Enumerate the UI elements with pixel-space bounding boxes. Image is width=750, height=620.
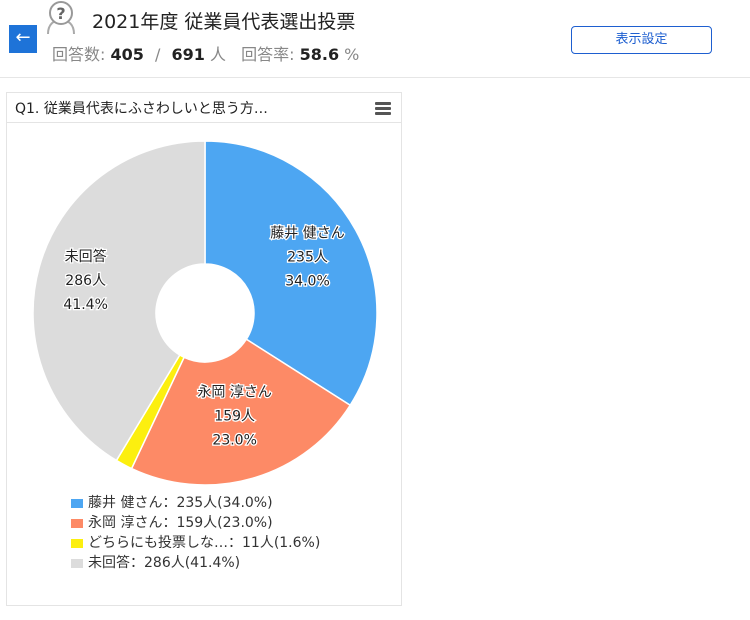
total-count: 691 <box>171 45 205 64</box>
question-title: Q1. 従業員代表にふさわしいと思う方… <box>15 101 268 117</box>
rate-label: 回答率: <box>241 45 295 64</box>
responses-label: 回答数: <box>52 45 106 64</box>
back-button[interactable]: ← <box>9 25 37 53</box>
total-unit: 人 <box>209 45 226 64</box>
legend-item[interactable]: どちらにも投票しな…：11人(1.6%) <box>71 533 320 553</box>
question-card: Q1. 従業員代表にふさわしいと思う方… 藤井 健さん 235人 34.0% 永岡 淳… <box>6 92 402 606</box>
legend-label: 藤井 健さん：235人(34.0%) <box>88 495 273 511</box>
response-rate: 58.6 <box>299 45 340 64</box>
svg-text:?: ? <box>56 4 65 23</box>
legend-label: どちらにも投票しな…：11人(1.6%) <box>88 535 321 551</box>
slice-data-label: 41.4% <box>63 297 107 313</box>
slice-data-label: 34.0% <box>285 274 329 290</box>
pie-chart: 藤井 健さん 235人 34.0% 永岡 淳さん 159人 23.0% 未回答 286人 41.… <box>32 140 378 486</box>
stats-separator: / <box>155 45 161 64</box>
card-header: Q1. 従業員代表にふさわしいと思う方… <box>7 93 401 123</box>
pie-slice[interactable] <box>204 140 378 407</box>
legend-swatch <box>71 499 83 508</box>
legend-swatch <box>71 519 83 528</box>
slice-data-label: 23.0% <box>212 432 256 448</box>
response-stats: 回答数: 405 / 691 人 回答率: 58.6 % <box>52 41 359 65</box>
responses-count: 405 <box>110 45 144 64</box>
rate-unit: % <box>344 45 360 64</box>
slice-data-label: 藤井 健さん <box>270 226 344 242</box>
legend-swatch <box>71 559 83 568</box>
legend-item[interactable]: 永岡 淳さん：159人(23.0%) <box>71 513 320 533</box>
page-header: ← ? 2021年度 従業員代表選出投票 回答数: 405 / 691 人 回答… <box>0 0 750 78</box>
legend-label: 永岡 淳さん：159人(23.0%) <box>88 515 273 531</box>
pie-slice[interactable] <box>130 338 352 486</box>
view-settings-button[interactable]: 表示設定 <box>571 26 712 54</box>
question-person-icon: ? <box>47 1 75 35</box>
pie-slice[interactable] <box>32 140 206 462</box>
slice-data-label: 235人 <box>287 250 328 266</box>
hamburger-menu-icon[interactable] <box>375 102 391 115</box>
legend-label: 未回答：286人(41.4%) <box>88 555 241 571</box>
chart-legend: 藤井 健さん：235人(34.0%) 永岡 淳さん：159人(23.0%) どちらに… <box>71 493 320 573</box>
slice-data-label: 159人 <box>214 408 255 424</box>
legend-item[interactable]: 藤井 健さん：235人(34.0%) <box>71 493 320 513</box>
legend-item[interactable]: 未回答：286人(41.4%) <box>71 553 320 573</box>
slice-data-label: 286人 <box>65 273 106 289</box>
slice-data-label: 永岡 淳さん <box>197 383 271 400</box>
page-title: 2021年度 従業員代表選出投票 <box>92 11 356 33</box>
slice-data-label: 未回答 <box>65 248 107 265</box>
legend-swatch <box>71 539 83 548</box>
